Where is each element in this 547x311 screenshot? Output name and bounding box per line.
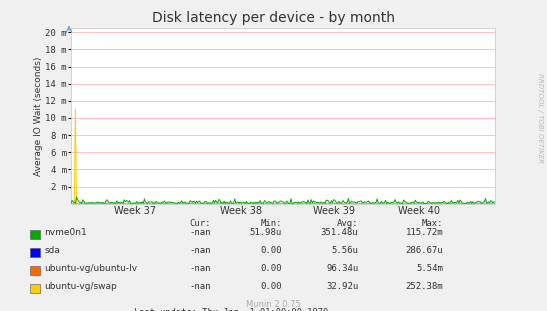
Text: 96.34u: 96.34u xyxy=(326,264,358,273)
Text: -nan: -nan xyxy=(189,228,211,237)
Text: 286.67u: 286.67u xyxy=(405,246,443,255)
Text: 252.38m: 252.38m xyxy=(405,282,443,291)
Text: ubuntu-vg/swap: ubuntu-vg/swap xyxy=(44,282,117,291)
Text: 5.54m: 5.54m xyxy=(416,264,443,273)
Text: Avg:: Avg: xyxy=(337,219,358,228)
Text: 0.00: 0.00 xyxy=(260,282,282,291)
Text: 5.56u: 5.56u xyxy=(331,246,358,255)
Text: ubuntu-vg/ubuntu-lv: ubuntu-vg/ubuntu-lv xyxy=(44,264,137,273)
Text: Max:: Max: xyxy=(422,219,443,228)
Text: -nan: -nan xyxy=(189,264,211,273)
Text: 51.98u: 51.98u xyxy=(249,228,282,237)
Text: 32.92u: 32.92u xyxy=(326,282,358,291)
Text: nvme0n1: nvme0n1 xyxy=(44,228,87,237)
Text: 351.48u: 351.48u xyxy=(321,228,358,237)
Text: -nan: -nan xyxy=(189,246,211,255)
Text: Last update: Thu Jan  1 01:00:00 1970: Last update: Thu Jan 1 01:00:00 1970 xyxy=(134,308,328,311)
Text: Cur:: Cur: xyxy=(189,219,211,228)
Text: Munin 2.0.75: Munin 2.0.75 xyxy=(246,299,301,309)
Text: 0.00: 0.00 xyxy=(260,264,282,273)
Text: sda: sda xyxy=(44,246,60,255)
Text: 115.72m: 115.72m xyxy=(405,228,443,237)
Text: RRDTOOL / TOBI OETIKER: RRDTOOL / TOBI OETIKER xyxy=(537,73,543,163)
Text: 0.00: 0.00 xyxy=(260,246,282,255)
Text: Min:: Min: xyxy=(260,219,282,228)
Y-axis label: Average IO Wait (seconds): Average IO Wait (seconds) xyxy=(34,56,43,175)
Text: -nan: -nan xyxy=(189,282,211,291)
Text: Disk latency per device - by month: Disk latency per device - by month xyxy=(152,11,395,25)
